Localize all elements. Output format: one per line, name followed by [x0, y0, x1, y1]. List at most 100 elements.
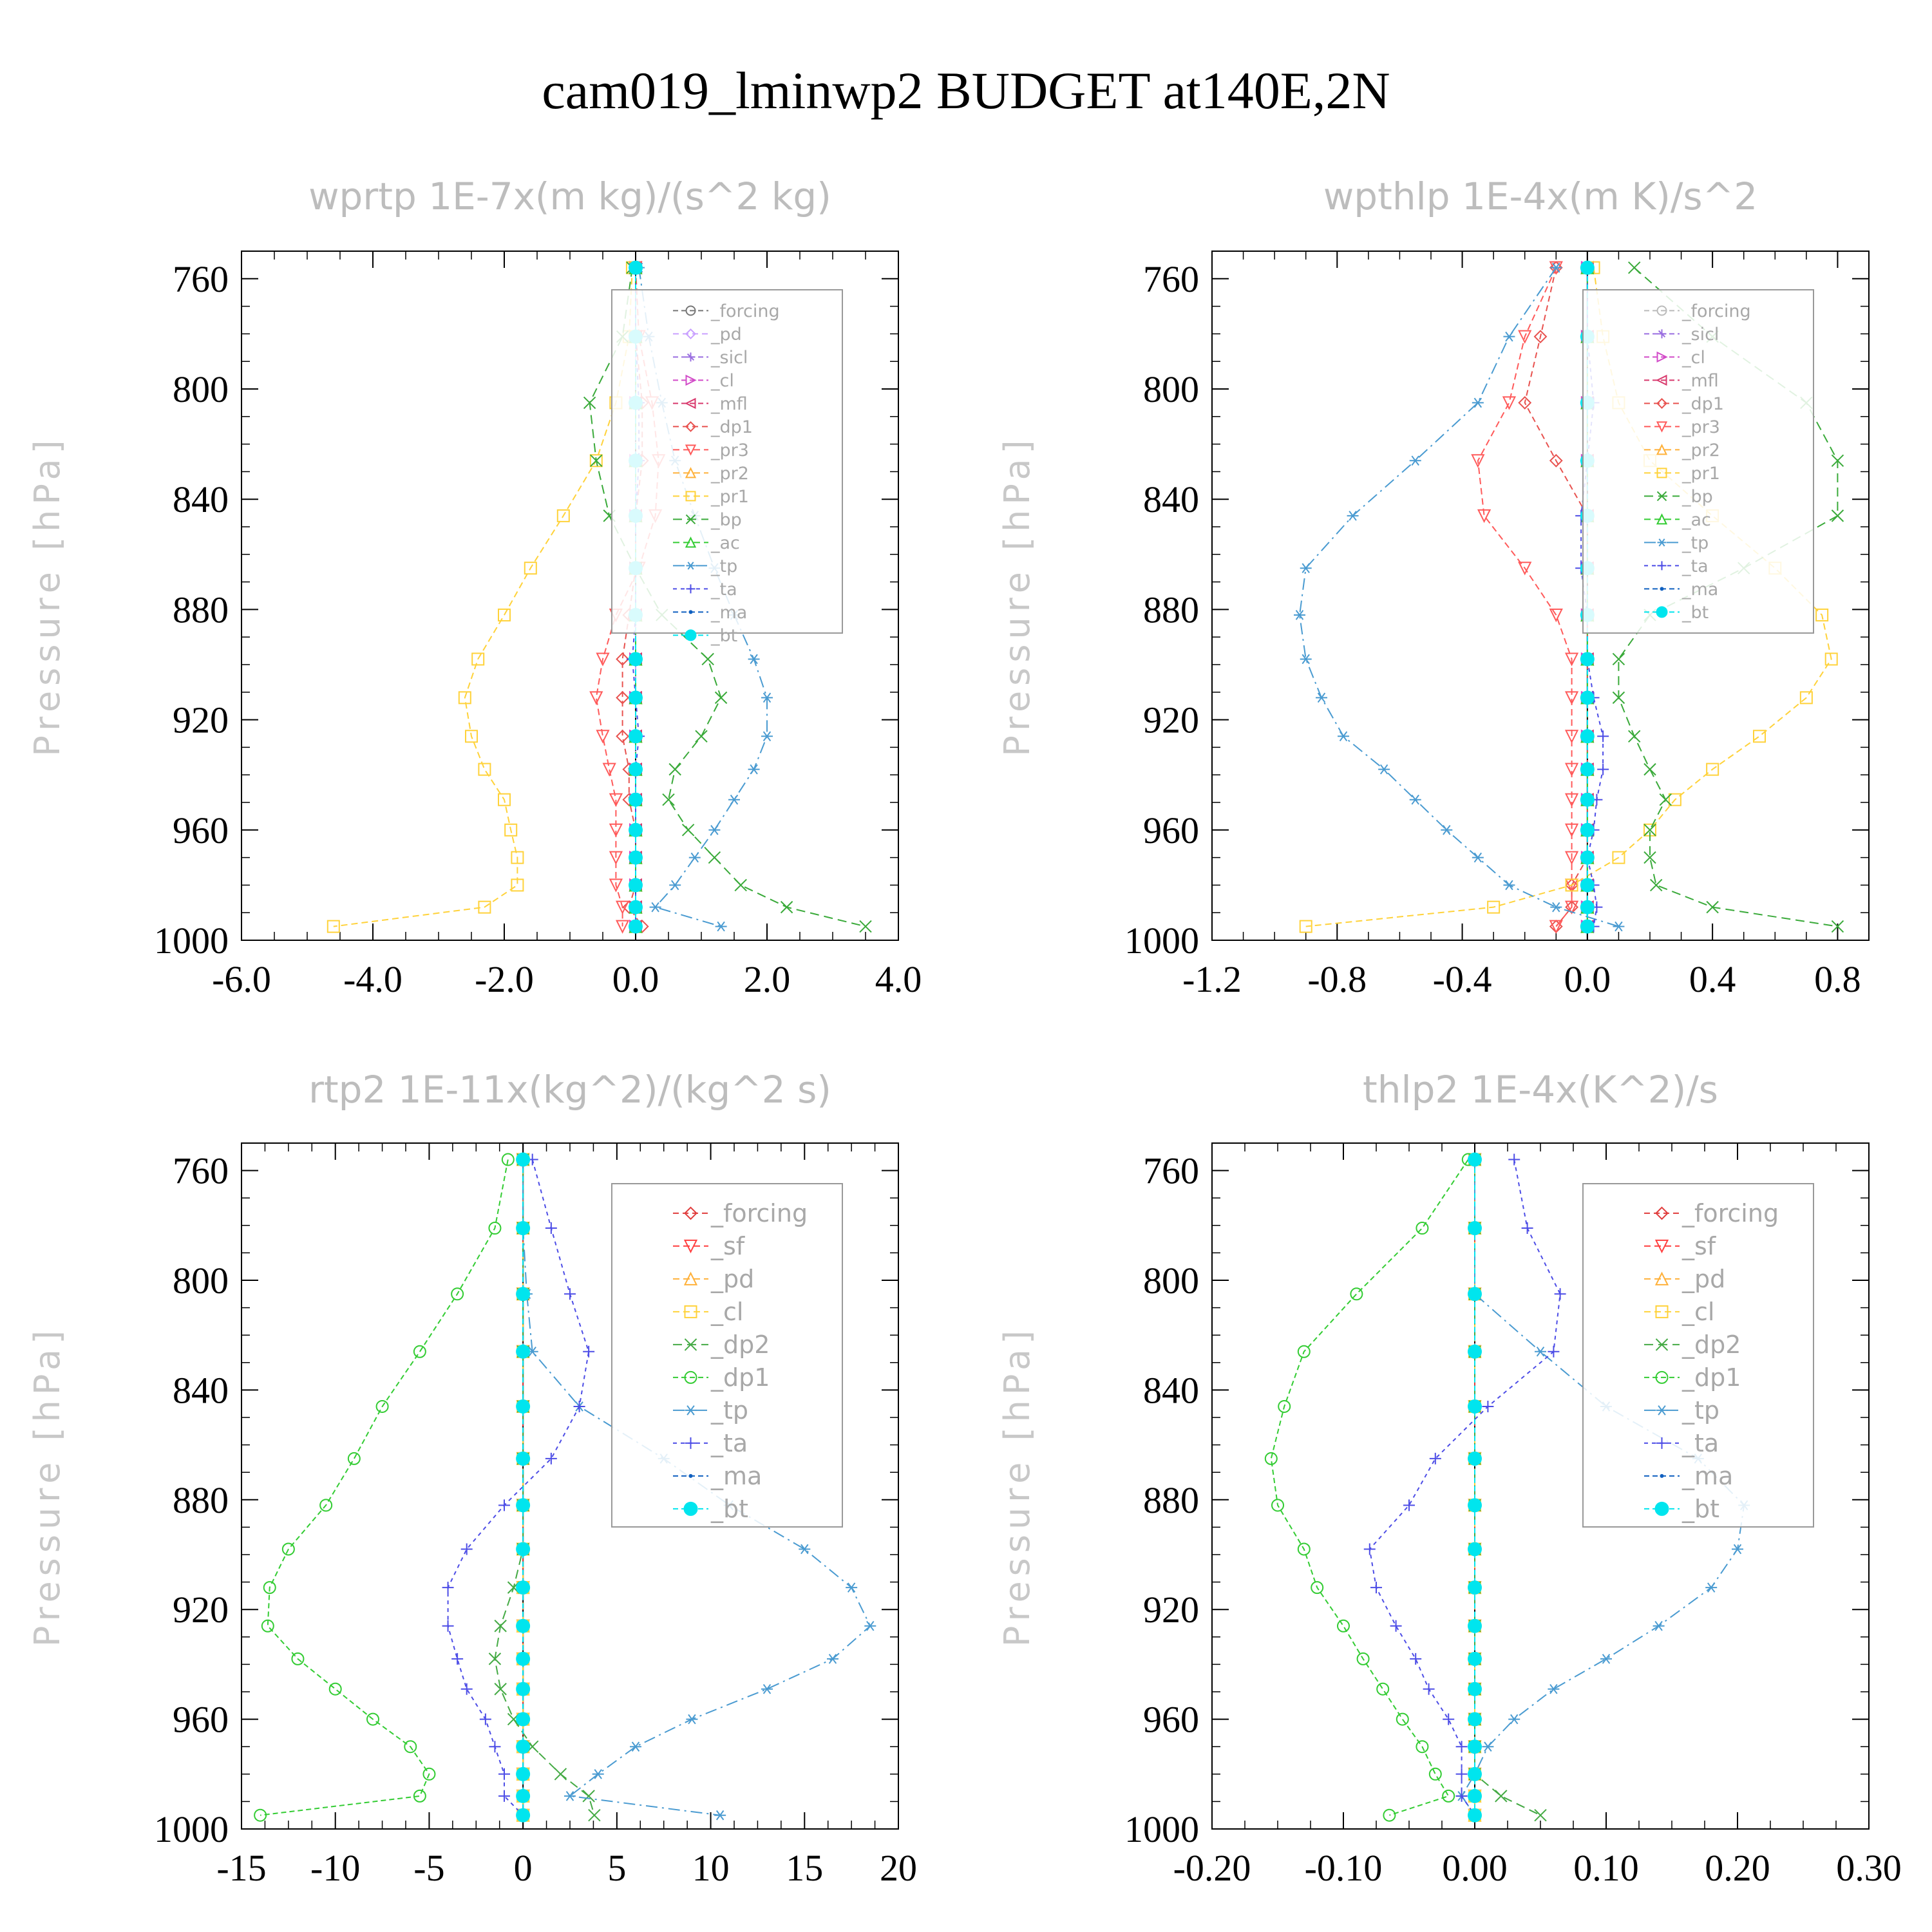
legend-label: _dp1: [710, 417, 753, 437]
data-point: [1468, 1788, 1482, 1803]
legend-label: _ma: [710, 603, 747, 623]
data-point: [545, 1222, 557, 1235]
y-tick-label: 760: [173, 1150, 229, 1192]
legend-label: _sicl: [710, 348, 748, 368]
data-point: [629, 652, 643, 667]
x-tick-label: 0.0: [1564, 958, 1611, 1000]
legend-marker: [1657, 329, 1667, 339]
legend-label: _forcing: [1681, 301, 1751, 321]
data-point: [609, 878, 623, 893]
data-point: [327, 920, 340, 933]
legend-marker: [1654, 1239, 1669, 1254]
data-point: [1278, 1399, 1291, 1413]
data-point: [669, 880, 681, 891]
data-point: [545, 1452, 557, 1464]
legend-box: [611, 289, 843, 634]
series_dp1: [254, 1153, 515, 1822]
data-point: [701, 652, 714, 666]
data-point: [827, 1654, 838, 1664]
legend-marker: [683, 1501, 698, 1516]
data-point: [1612, 652, 1625, 666]
data-point: [1350, 1287, 1363, 1301]
data-point: [1628, 261, 1641, 274]
legend-label: _ta: [1681, 556, 1709, 576]
data-point: [761, 731, 773, 742]
data-point: [1564, 823, 1579, 838]
data-point: [1338, 731, 1349, 742]
data-point: [564, 1791, 576, 1801]
series-line: [333, 267, 633, 927]
legend-label: _dp1: [1681, 394, 1724, 414]
data-point: [1370, 1582, 1382, 1594]
data-point: [761, 692, 773, 703]
data-point: [516, 1344, 531, 1359]
data-point: [688, 852, 701, 863]
data-point: [1429, 1452, 1441, 1464]
panel-title: rtp2 1E-11x(kg^2)/(kg^2 s): [308, 1068, 831, 1112]
legend-marker: [1656, 444, 1668, 455]
data-point: [504, 823, 518, 837]
panel-title: wprtp 1E-7x(m kg)/(s^2 kg): [308, 175, 831, 218]
data-point: [516, 1681, 531, 1696]
data-point: [1548, 1683, 1560, 1694]
legend-label: _dp1: [1681, 1363, 1741, 1392]
data-point: [516, 1808, 531, 1823]
data-point: [616, 690, 630, 705]
y-tick-label: 960: [1143, 810, 1199, 851]
data-point: [1468, 1618, 1482, 1633]
y-tick-label: 880: [1143, 589, 1199, 630]
legend-marker: [1654, 1501, 1669, 1516]
data-point: [1549, 453, 1563, 468]
data-point: [1815, 608, 1829, 621]
data-point: [516, 1399, 531, 1414]
legend-marker: [685, 305, 696, 316]
legend-label: _ta: [710, 1429, 748, 1457]
y-tick-label: 800: [173, 1260, 229, 1302]
data-point: [629, 762, 643, 777]
x-tick-label: -0.8: [1307, 958, 1367, 1000]
legend-marker: [1656, 305, 1667, 316]
data-point: [1554, 1288, 1566, 1300]
y-tick-label: 760: [1143, 1150, 1199, 1192]
data-point: [629, 729, 643, 744]
data-point: [254, 1808, 267, 1822]
legend-label: _pr1: [1681, 464, 1720, 484]
data-point: [1549, 608, 1563, 623]
data-point: [1468, 1221, 1482, 1236]
data-point: [728, 794, 740, 805]
data-point: [668, 762, 681, 776]
data-point: [573, 1400, 585, 1412]
legend-label: _ma: [710, 1462, 762, 1490]
legend-marker: [1660, 587, 1664, 591]
data-point: [708, 851, 721, 864]
x-tick-label: 0.30: [1836, 1847, 1902, 1889]
x-tick-label: 2.0: [744, 958, 791, 1000]
y-tick-label: 800: [1143, 368, 1199, 410]
legend-label: _forcing: [710, 301, 780, 321]
data-point: [1383, 1808, 1396, 1822]
legend-marker: [683, 1239, 698, 1254]
legend-label: _tp: [710, 556, 737, 576]
series-line: [1580, 267, 1604, 927]
data-point: [1468, 1808, 1482, 1823]
data-point: [516, 1651, 531, 1666]
legend-label: _sicl: [1681, 325, 1719, 345]
legend-marker: [685, 1405, 697, 1416]
legend-marker: [686, 562, 696, 570]
legend-label: _pr2: [710, 464, 749, 484]
legend-marker: [1656, 374, 1667, 386]
data-point: [1580, 878, 1595, 893]
series_tp: [1294, 262, 1625, 932]
data-point: [780, 900, 793, 914]
data-point: [1503, 331, 1515, 342]
data-point: [564, 1288, 576, 1300]
data-point: [1502, 396, 1517, 410]
data-point: [1503, 880, 1515, 891]
data-point: [516, 1739, 531, 1754]
y-tick-label: 880: [173, 1479, 229, 1521]
data-point: [1441, 825, 1453, 835]
legend-label: _bp: [1681, 487, 1713, 507]
data-point: [629, 822, 643, 837]
data-point: [1300, 654, 1312, 665]
data-point: [261, 1619, 274, 1633]
